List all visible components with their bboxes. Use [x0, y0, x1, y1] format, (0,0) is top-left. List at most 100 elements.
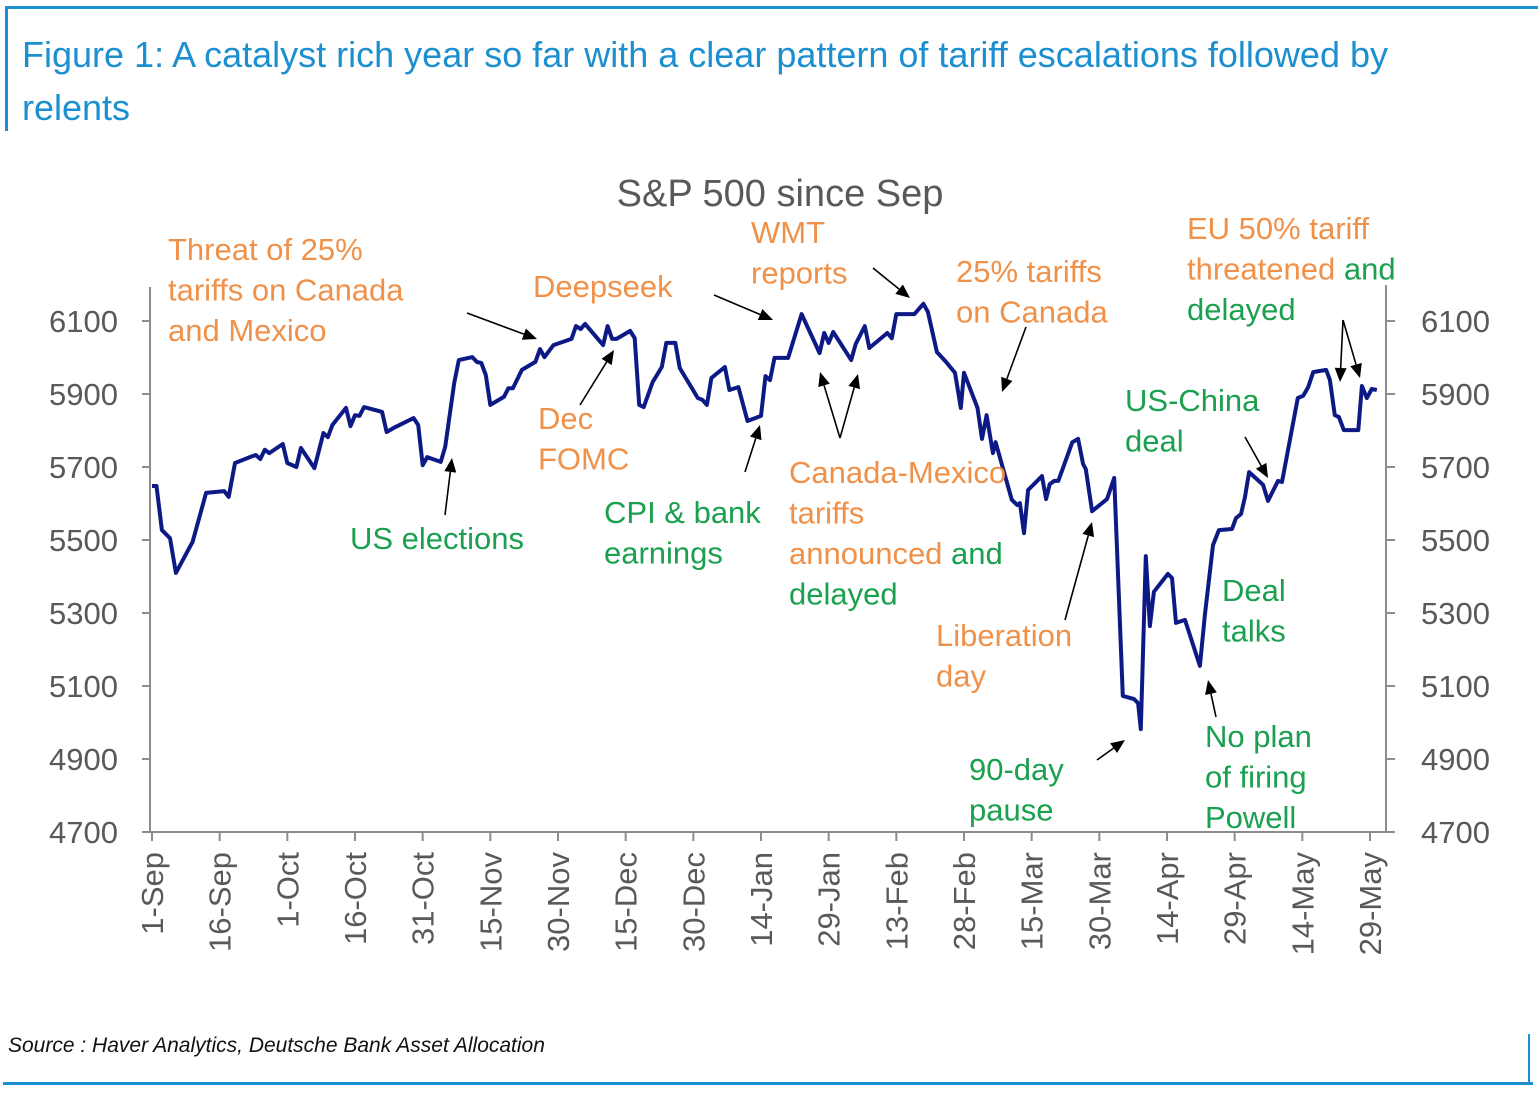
arrow-shaft [823, 385, 841, 439]
arrow-head-icon [1255, 462, 1268, 478]
y-tick-label-left: 4900 [49, 742, 118, 777]
annotation-text-relent: No plan [1205, 719, 1312, 754]
annotation-text-relent: pause [969, 793, 1053, 828]
annotation-text-relent: 90-day [969, 752, 1064, 787]
axes: 4700 4700 4900 4900 5100 5100 5300 5300 5500 5500… [49, 285, 1490, 955]
arrow-head-icon [750, 425, 762, 441]
source-note: Source : Haver Analytics, Deutsche Bank … [8, 1034, 545, 1057]
arrow [1001, 326, 1027, 392]
annotation-deepseek: Deepseek [533, 269, 673, 304]
arrow-shaft [1339, 319, 1344, 369]
annotation-text-escalation: Dec [538, 401, 593, 436]
annotation-fomc: Dec FOMC [538, 401, 629, 477]
annotation-text-escalation: Liberation [936, 618, 1072, 653]
x-tick-label: 15-Dec [609, 852, 644, 952]
annotation-text-relent: CPI & bank [604, 495, 761, 530]
arrow [1064, 522, 1095, 621]
arrow [1334, 319, 1347, 382]
arrow [839, 374, 860, 439]
annotation-text-escalation: EU 50% tariff [1187, 211, 1369, 246]
annotation-threat: Threat of 25% tariffs on Canada and Mexico [168, 232, 404, 348]
arrow-head-icon [1110, 740, 1125, 754]
arrow-shaft [1342, 319, 1357, 365]
x-tick-label: 15-Mar [1015, 852, 1050, 950]
y-tick-label-right: 5100 [1421, 669, 1490, 704]
y-tick-label-left: 5100 [49, 669, 118, 704]
arrow-shaft [872, 267, 900, 290]
arrow-shaft [1210, 693, 1217, 718]
annotation-text-relent: delayed [789, 577, 898, 612]
arrow-shaft [1096, 747, 1115, 761]
annotation-text-escalation: Threat of 25% [168, 232, 363, 267]
y-tick-label-left: 6100 [49, 304, 118, 339]
x-tick-label: 29-Apr [1218, 852, 1253, 945]
frame-bottom-border [3, 1082, 1533, 1085]
x-tick-label: 14-Apr [1150, 852, 1185, 945]
arrow [1244, 436, 1268, 478]
annotation-text-escalation: threatened [1187, 252, 1344, 287]
y-tick-label-right: 4900 [1421, 742, 1490, 777]
annotation-text-escalation: on Canada [956, 295, 1108, 330]
annotation-text-relent: Powell [1205, 800, 1296, 835]
arrow [818, 372, 841, 439]
x-tick-label: 16-Oct [338, 852, 373, 945]
x-tick-label: 1-Sep [135, 852, 170, 935]
arrow-shaft [744, 438, 757, 473]
arrow [1096, 740, 1125, 761]
annotation-text-escalation: Deepseek [533, 269, 673, 304]
arrow-shaft [1244, 436, 1262, 467]
arrow-shaft [1006, 326, 1027, 380]
series-line-sp500 [152, 301, 1378, 732]
annotation-text-relent: US elections [350, 521, 524, 556]
x-tick-label: 31-Oct [406, 852, 441, 945]
annotation-uschina: US-China deal [1125, 383, 1260, 459]
annotation-powell: No plan of firing Powell [1205, 719, 1312, 835]
annotation-cpi: CPI & bank earnings [604, 495, 761, 571]
annotation-text-escalation: announced [789, 536, 951, 571]
annotation-text-escalation: tariffs [789, 496, 864, 531]
arrow-head-icon [601, 350, 614, 366]
annotation-text-relent: talks [1222, 614, 1286, 649]
arrow [579, 350, 614, 406]
annotation-text-relent: and [951, 536, 1003, 571]
arrow [444, 458, 457, 516]
y-tick-label-right: 4700 [1421, 815, 1490, 850]
annotation-text-relent: US-China [1125, 383, 1260, 418]
annotation-text-relent: delayed [1187, 292, 1296, 327]
annotation-text-relent: of firing [1205, 760, 1307, 795]
x-tick-label: 30-Nov [541, 852, 576, 952]
arrow-head-icon [444, 458, 457, 473]
annotation-canada25: 25% tariffs on Canada [956, 254, 1108, 330]
arrow-shaft [579, 361, 608, 406]
annotation-text-escalation: 25% tariffs [956, 254, 1102, 289]
x-tick-label: 15-Nov [473, 852, 508, 952]
arrow-head-icon [1082, 522, 1095, 538]
annotation-canmex: Canada-Mexico tariffs announced and delayed [789, 455, 1006, 612]
y-tick-label-right: 5300 [1421, 596, 1490, 631]
x-tick-label: 30-Mar [1082, 852, 1117, 950]
arrow-head-icon [1350, 362, 1362, 378]
arrow-shaft [444, 471, 452, 516]
x-tick-label: 29-Jan [812, 852, 847, 947]
annotation-wmt: WMT reports [751, 215, 847, 291]
annotation-text-relent: earnings [604, 536, 723, 571]
arrow-head-icon [1001, 376, 1013, 392]
arrow-head-icon [818, 372, 830, 388]
annotation-text-escalation: tariffs on Canada [168, 273, 404, 308]
x-tick-label: 16-Sep [203, 852, 238, 952]
y-tick-label-left: 4700 [49, 815, 118, 850]
arrow [713, 294, 773, 321]
y-tick-label-left: 5900 [49, 377, 118, 412]
annotation-text-relent: Deal [1222, 573, 1286, 608]
y-tick-label-right: 5500 [1421, 523, 1490, 558]
chart-title: S&P 500 since Sep [617, 173, 944, 215]
arrow-shaft [839, 387, 855, 439]
arrow-shaft [713, 294, 761, 316]
arrow [466, 312, 537, 340]
arrow-head-icon [1205, 680, 1217, 695]
annotation-arrows [444, 267, 1362, 761]
annotation-dealtalks: Deal talks [1222, 573, 1286, 649]
arrow-head-icon [895, 284, 910, 298]
y-tick-label-left: 5500 [49, 523, 118, 558]
